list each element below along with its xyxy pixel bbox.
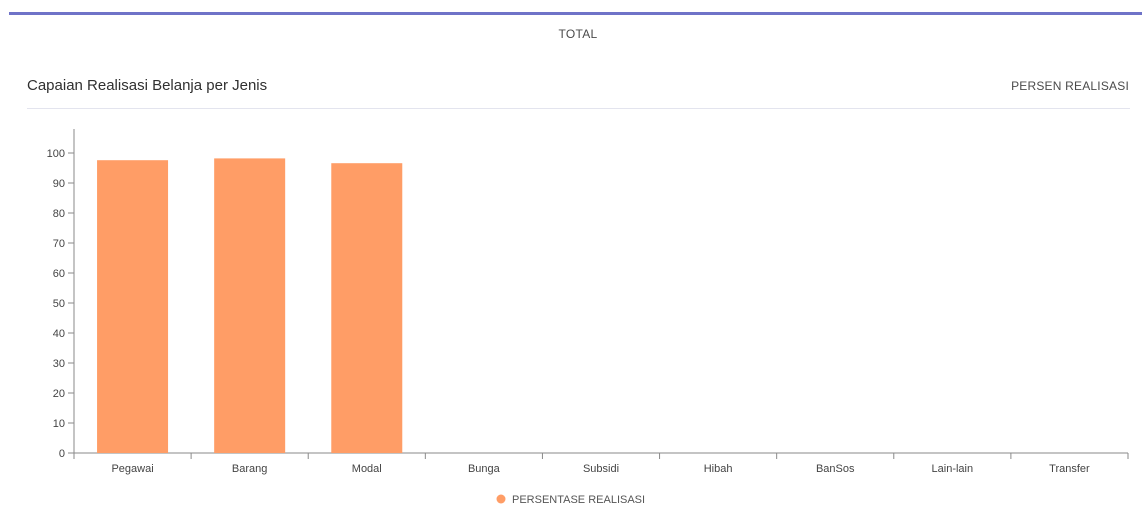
y-tick-label: 80 — [53, 208, 65, 220]
y-tick-label: 50 — [53, 298, 65, 310]
y-axis: 0 10 20 30 40 50 60 70 80 90 100 — [47, 129, 75, 460]
legend-swatch — [496, 494, 506, 504]
y-tick-label: 20 — [53, 388, 65, 400]
x-tick-label: Bunga — [468, 463, 501, 475]
legend[interactable]: PERSENTASE REALISASI — [496, 494, 646, 506]
tab-total[interactable]: TOTAL — [558, 27, 598, 41]
y-tick-label: 0 — [59, 448, 65, 460]
x-tick-label: Lain-lain — [932, 463, 974, 475]
y-tick-label: 100 — [47, 148, 65, 160]
x-tick-label: Pegawai — [111, 463, 153, 475]
chart-title: Capaian Realisasi Belanja per Jenis — [27, 77, 268, 94]
x-tick-label: Transfer — [1049, 463, 1090, 475]
bar-pegawai[interactable] — [97, 160, 169, 453]
x-tick-label: BanSos — [816, 463, 855, 475]
bar-barang[interactable] — [214, 158, 286, 453]
y-tick-label: 70 — [53, 238, 65, 250]
y-tick-label: 10 — [53, 418, 65, 430]
x-tick-label: Subsidi — [583, 463, 619, 475]
y-tick-label: 40 — [53, 328, 65, 340]
x-axis: Pegawai Barang Modal Bunga Subsidi Hibah BanSo… — [68, 452, 1129, 475]
bars — [97, 158, 403, 453]
x-tick-label: Hibah — [704, 463, 733, 475]
legend-label: PERSENTASE REALISASI — [512, 494, 645, 506]
y-tick-label: 60 — [53, 268, 65, 280]
x-tick-label: Barang — [232, 463, 267, 475]
y-tick-label: 30 — [53, 358, 65, 370]
card-divider — [27, 108, 1130, 109]
bar-modal[interactable] — [331, 163, 403, 453]
chart-mode-label[interactable]: PERSEN REALISASI — [1011, 79, 1129, 93]
y-tick-label: 90 — [53, 178, 65, 190]
top-accent-bar — [9, 12, 1142, 15]
x-tick-label: Modal — [352, 463, 382, 475]
